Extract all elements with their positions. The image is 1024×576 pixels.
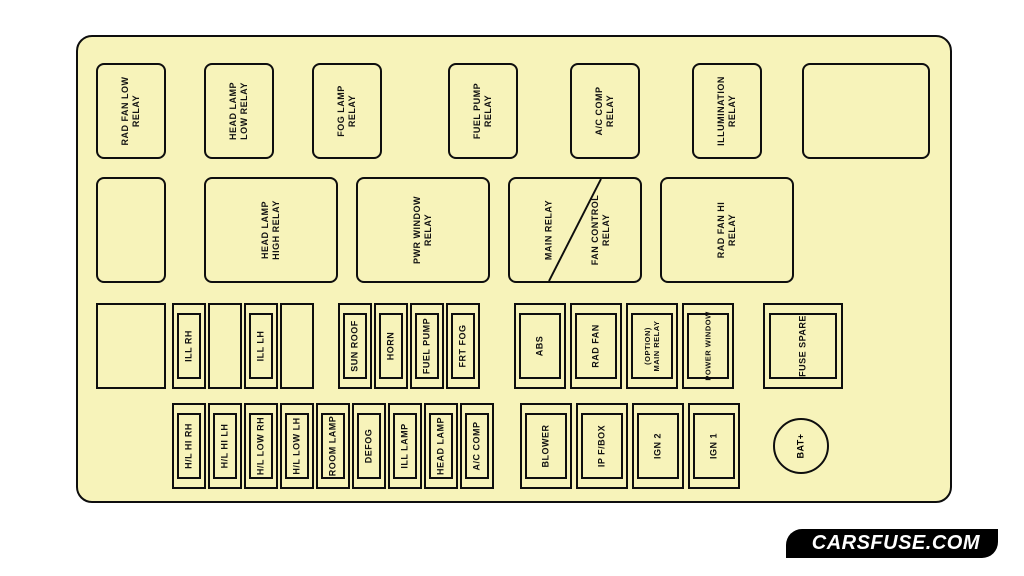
ac-comp-relay: A/C COMP RELAY <box>570 63 640 159</box>
watermark-logo: CARSFUSE.COM <box>786 529 998 558</box>
fuse-group-1-blank <box>96 303 166 389</box>
ign1: IGN 1 <box>688 403 740 489</box>
main-fan-control-split: MAIN RELAYFAN CONTROL RELAY <box>508 177 642 283</box>
ill-lamp: ILL LAMP <box>388 403 422 489</box>
ip-fbox: IP F/BOX <box>576 403 628 489</box>
head-lamp: HEAD LAMP <box>424 403 458 489</box>
ign2: IGN 2 <box>632 403 684 489</box>
frt-fog: FRT FOG <box>446 303 480 389</box>
horn: HORN <box>374 303 408 389</box>
room-lamp: ROOM LAMP <box>316 403 350 489</box>
fuse-box-panel: RAD FAN LOW RELAY HEAD LAMP LOW RELAY FOG … <box>76 35 952 503</box>
blank-mid-left <box>96 177 166 283</box>
sun-roof: SUN ROOF <box>338 303 372 389</box>
head-lamp-high-relay: HEAD LAMP HIGH RELAY <box>204 177 338 283</box>
blank-3a <box>208 303 242 389</box>
option-main-relay: (OPTION) MAIN RELAY <box>626 303 678 389</box>
hl-low-lh: H/L LOW LH <box>280 403 314 489</box>
rad-fan: RAD FAN <box>570 303 622 389</box>
fuse-spare: FUSE SPARE <box>763 303 843 389</box>
blank-top-right <box>802 63 930 159</box>
fuel-pump: FUEL PUMP <box>410 303 444 389</box>
hl-hi-rh: H/L HI RH <box>172 403 206 489</box>
blank-3b <box>280 303 314 389</box>
hl-low-rh: H/L LOW RH <box>244 403 278 489</box>
power-window: POWER WINDOW <box>682 303 734 389</box>
fuel-pump-relay: FUEL PUMP RELAY <box>448 63 518 159</box>
hl-hi-lh: H/L HI LH <box>208 403 242 489</box>
abs: ABS <box>514 303 566 389</box>
rad-fan-low-relay: RAD FAN LOW RELAY <box>96 63 166 159</box>
defog: DEFOG <box>352 403 386 489</box>
ill-lh: ILL LH <box>244 303 278 389</box>
ill-rh: ILL RH <box>172 303 206 389</box>
ac-comp: A/C COMP <box>460 403 494 489</box>
bat-plus: BAT+ <box>773 418 829 474</box>
head-lamp-low-relay: HEAD LAMP LOW RELAY <box>204 63 274 159</box>
blower: BLOWER <box>520 403 572 489</box>
rad-fan-hi-relay: RAD FAN HI RELAY <box>660 177 794 283</box>
illumination-relay: ILLUMINATION RELAY <box>692 63 762 159</box>
fog-lamp-relay: FOG LAMP RELAY <box>312 63 382 159</box>
pwr-window-relay: PWR WINDOW RELAY <box>356 177 490 283</box>
